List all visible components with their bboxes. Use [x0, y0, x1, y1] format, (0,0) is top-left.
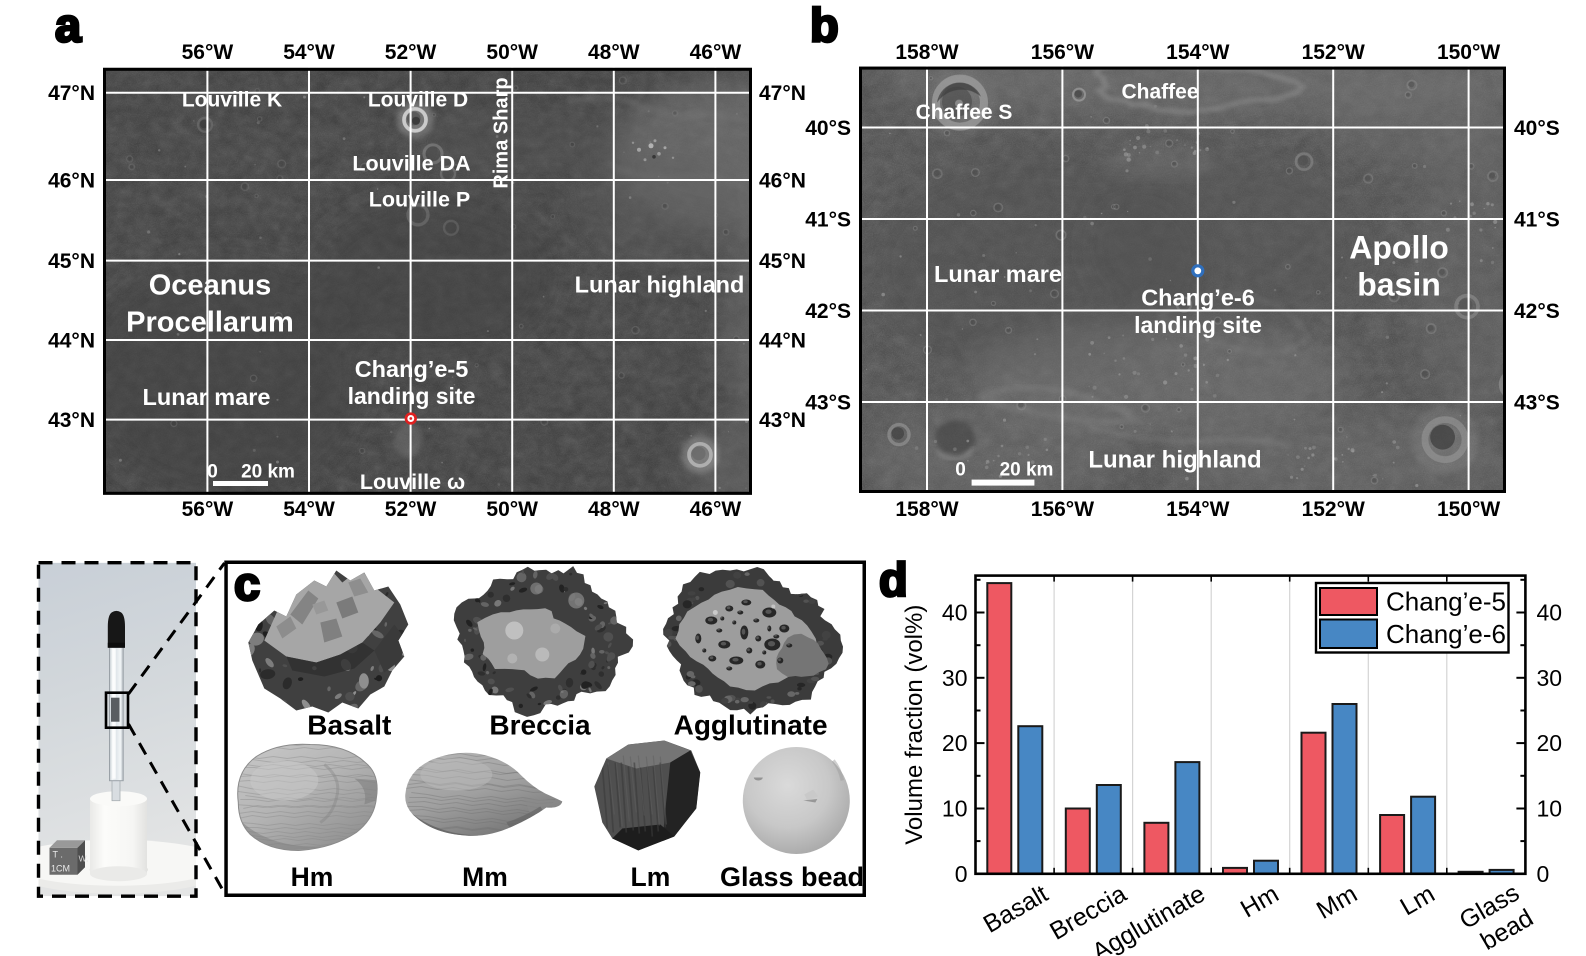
svg-text:48°W: 48°W: [588, 41, 640, 64]
svg-text:30: 30: [1537, 665, 1563, 691]
svg-text:Louville K: Louville K: [182, 88, 282, 111]
svg-text:52°W: 52°W: [385, 41, 437, 64]
svg-text:47°N: 47°N: [48, 82, 95, 105]
svg-text:40°S: 40°S: [1514, 117, 1560, 140]
svg-text:Chang’e-5: Chang’e-5: [355, 356, 469, 382]
svg-text:50°W: 50°W: [486, 41, 538, 64]
svg-text:45°N: 45°N: [759, 250, 806, 273]
svg-text:54°W: 54°W: [283, 498, 335, 521]
svg-text:Glass bead: Glass bead: [720, 862, 864, 892]
svg-text:Mm: Mm: [462, 862, 508, 892]
svg-text:30: 30: [942, 665, 968, 691]
svg-text:46°W: 46°W: [690, 41, 742, 64]
svg-text:Lunar mare: Lunar mare: [143, 384, 271, 410]
svg-text:40: 40: [942, 600, 968, 626]
svg-text:Oceanus: Oceanus: [149, 269, 272, 301]
svg-text:48°W: 48°W: [588, 498, 640, 521]
svg-text:Volume fraction (vol%): Volume fraction (vol%): [901, 605, 928, 845]
svg-text:43°N: 43°N: [759, 409, 806, 432]
svg-text:150°W: 150°W: [1437, 498, 1500, 521]
svg-text:1CM: 1CM: [51, 864, 70, 874]
svg-text:Chang’e-5: Chang’e-5: [1386, 587, 1506, 617]
svg-text:41°S: 41°S: [1514, 209, 1560, 232]
svg-text:0: 0: [207, 462, 218, 483]
svg-text:Apollo: Apollo: [1349, 230, 1449, 266]
svg-text:Rima Sharp: Rima Sharp: [490, 77, 512, 188]
svg-text:154°W: 154°W: [1166, 41, 1229, 64]
svg-text:Procellarum: Procellarum: [126, 306, 294, 338]
svg-text:20 km: 20 km: [241, 462, 295, 483]
svg-text:20 km: 20 km: [1000, 460, 1054, 481]
svg-text:Lunar mare: Lunar mare: [934, 261, 1062, 287]
svg-text:43°S: 43°S: [805, 392, 851, 415]
svg-text:152°W: 152°W: [1302, 41, 1365, 64]
svg-text:46°N: 46°N: [759, 170, 806, 193]
svg-text:W.: W.: [79, 854, 89, 864]
svg-text:47°N: 47°N: [759, 82, 806, 105]
svg-text:Lm: Lm: [631, 862, 671, 892]
svg-text:44°N: 44°N: [759, 330, 806, 353]
svg-text:56°W: 56°W: [182, 498, 234, 521]
svg-text:Lunar highland: Lunar highland: [575, 271, 745, 297]
svg-text:152°W: 152°W: [1302, 498, 1365, 521]
svg-text:40: 40: [1537, 600, 1563, 626]
svg-text:52°W: 52°W: [385, 498, 437, 521]
svg-text:landing site: landing site: [1134, 312, 1262, 338]
svg-text:Breccia: Breccia: [489, 710, 591, 741]
svg-text:Louville P: Louville P: [369, 187, 471, 211]
svg-text:d: d: [879, 553, 908, 606]
svg-text:10: 10: [942, 796, 968, 822]
svg-text:45°N: 45°N: [48, 250, 95, 273]
svg-text:T .: T .: [53, 850, 63, 860]
svg-text:43°S: 43°S: [1514, 392, 1560, 415]
svg-text:b: b: [810, 0, 839, 52]
svg-text:20: 20: [942, 730, 968, 756]
svg-text:Hm: Hm: [291, 862, 334, 892]
svg-text:c: c: [234, 557, 260, 610]
svg-text:Chang’e-6: Chang’e-6: [1386, 619, 1506, 649]
svg-text:40°S: 40°S: [805, 117, 851, 140]
svg-text:54°W: 54°W: [283, 41, 335, 64]
svg-text:56°W: 56°W: [182, 41, 234, 64]
svg-text:46°W: 46°W: [690, 498, 742, 521]
svg-text:42°S: 42°S: [1514, 300, 1560, 323]
svg-text:Lunar highland: Lunar highland: [1088, 447, 1261, 474]
svg-text:158°W: 158°W: [895, 498, 958, 521]
svg-text:44°N: 44°N: [48, 330, 95, 353]
svg-text:150°W: 150°W: [1437, 41, 1500, 64]
svg-text:156°W: 156°W: [1031, 41, 1094, 64]
svg-text:Louville D: Louville D: [368, 88, 468, 111]
svg-text:43°N: 43°N: [48, 409, 95, 432]
svg-text:Agglutinate: Agglutinate: [674, 710, 828, 741]
svg-text:46°N: 46°N: [48, 170, 95, 193]
svg-text:0: 0: [1537, 861, 1550, 887]
svg-text:Chaffee S: Chaffee S: [916, 101, 1013, 124]
svg-text:20: 20: [1537, 730, 1563, 756]
svg-text:Basalt: Basalt: [307, 710, 391, 741]
svg-text:0: 0: [955, 861, 968, 887]
svg-text:0: 0: [955, 460, 966, 481]
svg-text:50°W: 50°W: [486, 498, 538, 521]
svg-text:landing site: landing site: [348, 383, 476, 409]
svg-text:Chaffee: Chaffee: [1121, 81, 1198, 104]
svg-text:10: 10: [1537, 796, 1563, 822]
svg-text:158°W: 158°W: [895, 41, 958, 64]
svg-text:154°W: 154°W: [1166, 498, 1229, 521]
svg-text:156°W: 156°W: [1031, 498, 1094, 521]
svg-text:Chang’e-6: Chang’e-6: [1141, 285, 1255, 311]
svg-text:a: a: [55, 0, 82, 52]
svg-text:41°S: 41°S: [805, 209, 851, 232]
svg-text:Louville ω: Louville ω: [360, 470, 465, 494]
svg-text:basin: basin: [1357, 267, 1441, 303]
svg-text:42°S: 42°S: [805, 300, 851, 323]
svg-text:Louville DA: Louville DA: [352, 151, 470, 175]
